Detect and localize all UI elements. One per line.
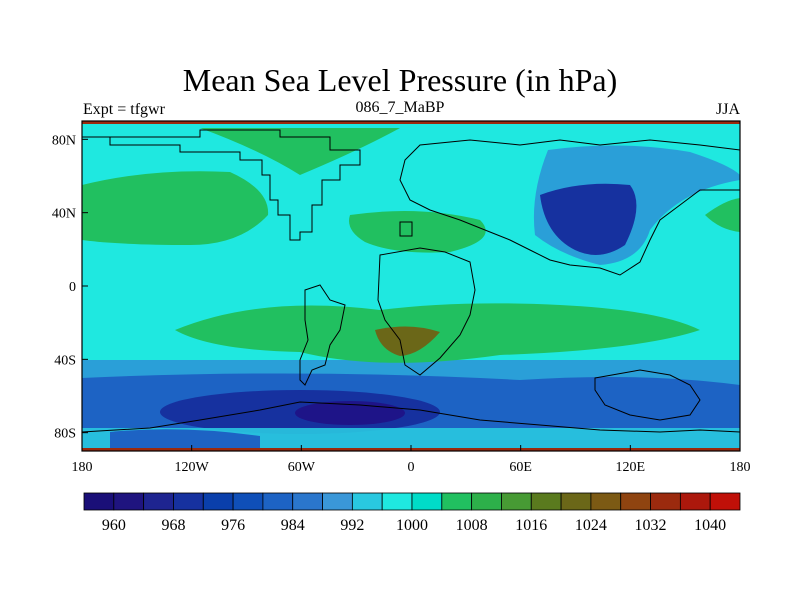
colorbar-box [381,492,413,511]
y-tick-label: 40S [54,353,76,368]
colorbar-label: 1016 [515,517,547,534]
colorbar-label: 976 [221,517,245,534]
colorbar-box [620,492,651,511]
antarctic-low-core [295,401,405,425]
chart-title: Mean Sea Level Pressure (in hPa) [182,62,618,98]
colorbar-label: 960 [102,517,126,534]
colorbar-label: 984 [281,517,305,534]
antarctica-outline [82,401,740,433]
pressure-field [82,121,740,451]
east-pacific-high [705,198,740,232]
colorbar-box [113,492,145,511]
colorbar-box [530,492,562,511]
period-label: 086_7_MaBP [355,99,445,116]
north-pole-band [82,121,740,124]
colorbar-label: 1000 [396,517,428,534]
colorbar-labels: 960 968 976 984 992 1000 1008 1016 1024 1032 1040 [102,517,726,534]
coastlines [82,129,740,433]
x-tick-label: 0 [408,460,415,475]
colorbar-boxes [83,492,741,511]
colorbar-box [322,492,353,511]
colorbar-label: 992 [340,517,364,534]
colorbar-box [292,492,323,511]
y-tick-label: 0 [69,280,76,295]
colorbar-box [679,492,711,511]
colorbar-box [501,492,532,511]
arctic-high [200,128,400,175]
colorbar-label: 1008 [456,517,488,534]
colorbar-box [560,492,592,511]
north-america-outline [82,129,361,241]
y-tick-label: 80N [52,133,76,148]
colorbar-box [202,492,234,511]
colorbar-label: 1032 [635,517,667,534]
island-outline [399,221,413,237]
colorbar-box [650,492,681,511]
x-tick-label: 180 [72,460,93,475]
polar-margin [110,429,260,451]
colorbar-box [590,492,622,511]
x-tick-label: 120W [175,460,210,475]
season-label: JJA [715,101,740,118]
x-tick-label: 180 [730,460,751,475]
colorbar-box [232,492,264,511]
north-pacific-high [82,171,269,245]
africa-high-core [375,326,440,356]
colorbar-label: 968 [161,517,185,534]
x-tick-label: 60W [288,460,316,475]
eurasia-outline [399,139,740,276]
south-america-outline [299,284,346,386]
atlantic-high [349,211,486,253]
x-axis: 180 120W 60W 0 60E 120E 180 [72,445,751,475]
y-tick-label: 40N [52,207,76,222]
experiment-label: Expt = tfgwr [83,101,165,118]
colorbar-box [709,492,741,511]
y-axis: 80N 40N 0 40S 80S [52,133,88,442]
x-tick-label: 60E [509,460,532,475]
colorbar-box [441,492,473,511]
y-tick-label: 80S [54,427,76,442]
x-tick-label: 120E [616,460,646,475]
colorbar-box [411,492,443,511]
colorbar-box [83,492,115,511]
colorbar-box [173,492,204,511]
colorbar-label: 1040 [694,517,726,534]
africa-outline [377,247,476,376]
australia-outline [594,369,701,421]
colorbar-box [471,492,502,511]
asian-monsoon-low [540,183,637,255]
colorbar-label: 1024 [575,517,607,534]
colorbar-box [143,492,174,511]
colorbar-box [351,492,383,511]
colorbar-box [262,492,294,511]
